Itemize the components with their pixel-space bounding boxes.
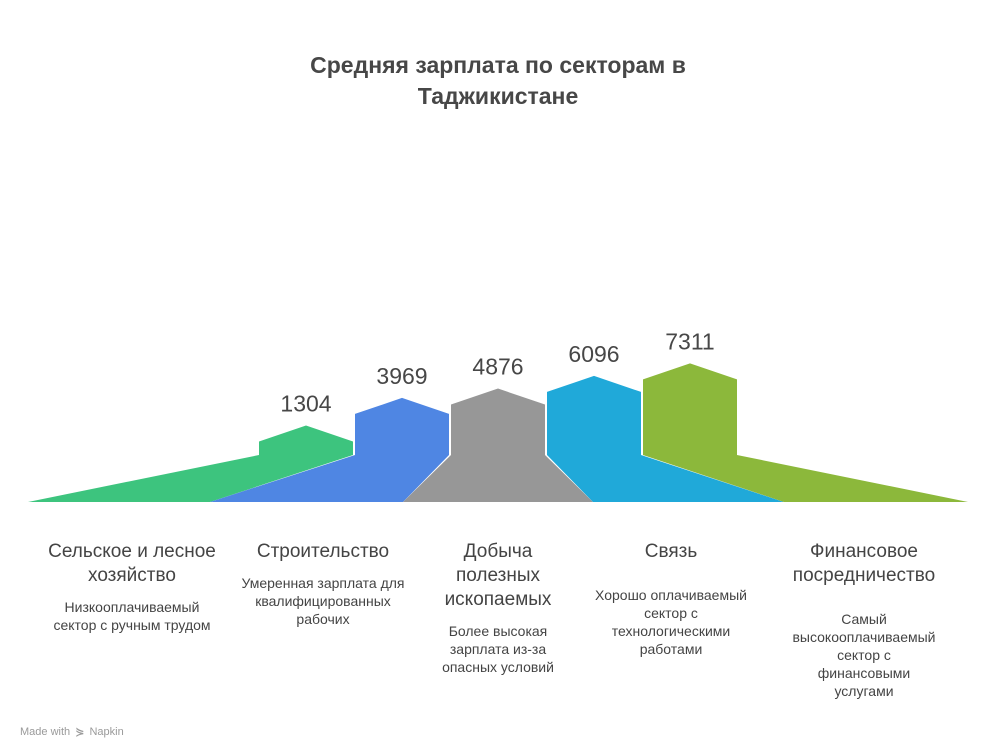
category-label-construction: Строительство Умеренная зарплата для ква… [238, 540, 408, 628]
floor-segment [643, 455, 968, 502]
chart-title: Средняя зарплата по секторам в Таджикист… [0, 50, 996, 112]
napkin-logo-icon: ⋟ [75, 726, 85, 738]
bar [259, 425, 353, 455]
bar [451, 388, 545, 455]
category-description: Низкооплачиваемый сектор с ручным трудом [53, 599, 211, 633]
category-name: Сельское и лесное хозяйство [48, 541, 216, 586]
category-label-mining: Добыча полезных ископаемых Более высокая… [413, 540, 583, 676]
data-label: 7311 [665, 328, 714, 354]
category-name: Финансовое посредничество [792, 541, 936, 586]
data-label: 1304 [280, 391, 331, 417]
category-description: Более высокая зарплата из-за опасных усл… [442, 623, 554, 675]
category-description: Хорошо оплачиваемый сектор с технологиче… [595, 587, 747, 657]
data-label: 6096 [568, 341, 619, 367]
bar [547, 375, 641, 455]
bar [643, 363, 737, 455]
chart-title-line-2: Таджикистане [417, 83, 579, 109]
category-name: Добыча полезных ископаемых [444, 541, 552, 610]
category-label-finance: Финансовое посредничество Самый высокооп… [779, 540, 949, 700]
chart-title-line-1: Средняя зарплата по секторам в [310, 52, 686, 78]
floor-segment [210, 455, 449, 502]
floor-segment [547, 455, 784, 502]
category-name: Строительство [256, 541, 390, 562]
category-description: Самый высокооплачиваемый сектор с финанс… [792, 611, 936, 699]
floor-segment [28, 455, 353, 502]
data-label: 3969 [376, 363, 427, 389]
made-with-text: Made with [20, 726, 71, 738]
category-label-agriculture: Сельское и лесное хозяйство Низкооплачив… [47, 540, 217, 634]
category-name: Связь [644, 541, 698, 562]
made-with-napkin: Made with ⋟ Napkin [20, 725, 124, 738]
category-label-communication: Связь Хорошо оплачиваемый сектор с техно… [586, 540, 756, 658]
napkin-brand: Napkin [89, 726, 124, 738]
floor-segment [403, 455, 593, 502]
category-description: Умеренная зарплата для квалифицированных… [241, 575, 405, 627]
data-label: 4876 [472, 354, 523, 380]
bar [355, 397, 449, 455]
